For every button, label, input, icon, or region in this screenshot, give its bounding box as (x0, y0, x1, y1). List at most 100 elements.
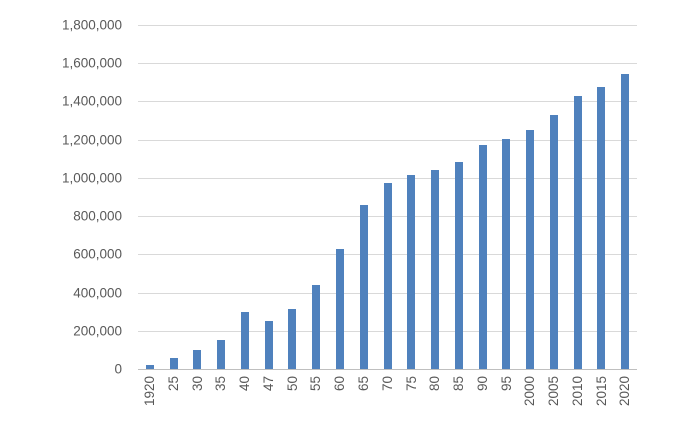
x-axis-tick-label: 60 (332, 376, 348, 392)
bar-65 (359, 205, 368, 369)
bar-70 (383, 183, 392, 369)
x-slot: 2000 (518, 376, 542, 431)
x-axis-tick-label: 2020 (617, 376, 633, 407)
x-slot: 2020 (613, 376, 637, 431)
bar-50 (288, 308, 297, 369)
y-axis-tick-label: 1,400,000 (61, 93, 122, 109)
bar-slot (162, 25, 186, 369)
x-axis-tick-label: 47 (260, 376, 276, 392)
bar-slot (423, 25, 447, 369)
x-axis-tick-label: 75 (403, 376, 419, 392)
gridline (138, 140, 637, 141)
x-slot: 55 (304, 376, 328, 431)
x-axis-tick-label: 90 (474, 376, 490, 392)
x-axis-tick-label: 2010 (569, 376, 585, 407)
x-axis-tick-label: 40 (237, 376, 253, 392)
bar-40 (240, 311, 249, 369)
x-slot: 80 (423, 376, 447, 431)
bar-1920 (145, 365, 154, 369)
bar-25 (169, 357, 178, 369)
bar-35 (217, 340, 226, 369)
bar-60 (336, 248, 344, 369)
y-axis-tick-label: 400,000 (73, 285, 122, 301)
bar-slot (518, 25, 542, 369)
bar-slot (613, 25, 637, 369)
x-axis-tick-label: 2005 (546, 376, 562, 407)
gridline (138, 25, 637, 26)
x-slot: 90 (471, 376, 495, 431)
bar-slot (186, 25, 210, 369)
x-axis-line (138, 369, 637, 370)
gridline (138, 63, 637, 64)
gridline (138, 178, 637, 179)
x-slot: 2015 (590, 376, 614, 431)
bar-slot (352, 25, 376, 369)
bar-slot (376, 25, 400, 369)
bar-55 (312, 285, 321, 369)
x-slot: 50 (281, 376, 305, 431)
gridline (138, 101, 637, 102)
x-axis-tick-label: 25 (165, 376, 181, 392)
bar-2010 (573, 96, 582, 369)
bar-2015 (597, 87, 606, 369)
x-slot: 40 (233, 376, 257, 431)
y-axis-tick-label: 1,000,000 (61, 170, 122, 186)
bar-2020 (621, 74, 630, 369)
x-slot: 2010 (566, 376, 590, 431)
x-slot: 47 (257, 376, 281, 431)
x-axis-tick-label: 65 (356, 376, 372, 392)
bar-80 (431, 170, 440, 369)
x-slot: 85 (447, 376, 471, 431)
x-axis-tick-label: 1920 (142, 376, 158, 407)
bar-90 (478, 144, 487, 369)
y-axis-tick-label: 800,000 (73, 208, 122, 224)
x-axis-tick-label: 70 (379, 376, 395, 392)
x-slot: 95 (494, 376, 518, 431)
bar-30 (193, 350, 202, 369)
x-slot: 1920 (138, 376, 162, 431)
x-axis-tick-label: 2015 (593, 376, 609, 407)
y-axis-tick-label: 1,200,000 (61, 132, 122, 148)
bar-slot (590, 25, 614, 369)
bar-slot (233, 25, 257, 369)
x-slot: 25 (162, 376, 186, 431)
bar-slot (494, 25, 518, 369)
plot-area (138, 25, 637, 369)
bar-2005 (549, 115, 558, 369)
x-axis-tick-label: 80 (427, 376, 443, 392)
bar-slot (566, 25, 590, 369)
x-slot: 2005 (542, 376, 566, 431)
x-slot: 70 (376, 376, 400, 431)
bar-slot (304, 25, 328, 369)
y-axis-tick-label: 1,600,000 (61, 55, 122, 71)
x-axis: 1920 25 30 35 40 47 50 55 60 65 70 75 80 85 90 95 2000 20… (138, 376, 637, 431)
bar-slot (209, 25, 233, 369)
x-axis-tick-label: 35 (213, 376, 229, 392)
y-axis-tick-label: 1,800,000 (61, 17, 122, 33)
x-axis-tick-label: 30 (189, 376, 205, 392)
bar-slot (399, 25, 423, 369)
bar-slot (257, 25, 281, 369)
x-axis-tick-label: 95 (498, 376, 514, 392)
bar-slot (542, 25, 566, 369)
bar-slot (281, 25, 305, 369)
y-axis-tick-label: 200,000 (73, 323, 122, 339)
y-axis-tick-label: 600,000 (73, 246, 122, 262)
x-slot: 35 (209, 376, 233, 431)
x-axis-tick-label: 55 (308, 376, 324, 392)
x-axis-tick-label: 85 (451, 376, 467, 392)
bar-75 (407, 174, 416, 369)
bar-slot (328, 25, 352, 369)
y-axis: 1,800,000 1,600,000 1,400,000 1,200,000 1,00… (0, 18, 122, 377)
bar-slot (447, 25, 471, 369)
x-slot: 75 (399, 376, 423, 431)
bar-2000 (526, 130, 535, 369)
bar-47 (264, 321, 273, 369)
y-axis-tick-label: 0 (114, 361, 122, 377)
x-axis-tick-label: 2000 (522, 376, 538, 407)
x-slot: 60 (328, 376, 352, 431)
x-slot: 30 (186, 376, 210, 431)
bar-series (138, 25, 637, 369)
bar-slot (471, 25, 495, 369)
x-axis-tick-label: 50 (284, 376, 300, 392)
